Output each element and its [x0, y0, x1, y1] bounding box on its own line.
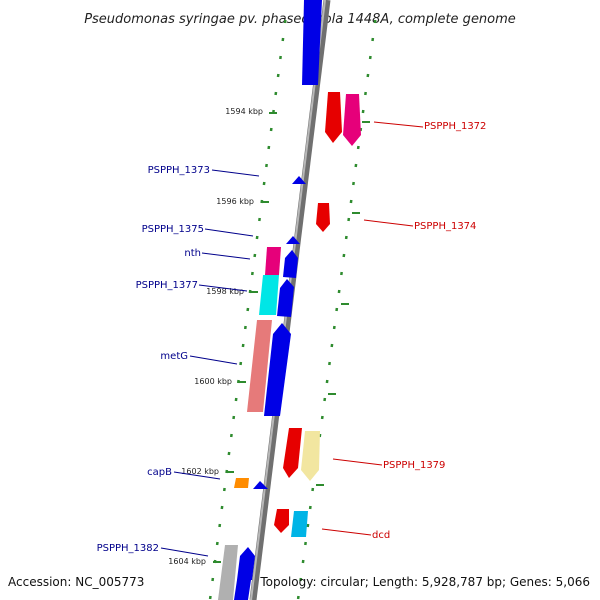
reverse-strand-features: [218, 0, 322, 600]
gene-arrow-blue[interactable]: [277, 279, 294, 317]
gene-arrow-PSPPH_1372b[interactable]: [343, 94, 361, 146]
gene-label-PSPPH_1382[interactable]: PSPPH_1382: [97, 543, 159, 554]
kbp-label: 1600 kbp: [194, 377, 232, 386]
right-leader-lines: [321, 121, 424, 536]
gene-label-nth[interactable]: nth: [184, 248, 201, 259]
gene-block-blue[interactable]: [302, 0, 322, 85]
gene-label-PSPPH_1372[interactable]: PSPPH_1372: [424, 121, 486, 132]
left-leader-lines: [160, 169, 260, 557]
gene-arrow-PSPPH_1375[interactable]: [286, 236, 300, 244]
gene-arrow-PSPPH_1379[interactable]: [301, 431, 320, 481]
tick-dots: [208, 19, 377, 600]
gene-arrow-red[interactable]: [274, 509, 289, 533]
gene-block-nth[interactable]: [265, 247, 281, 275]
gene-label-capB[interactable]: capB: [147, 467, 172, 478]
gene-arrow-PSPPH_1373[interactable]: [292, 176, 306, 184]
gene-arrow-metG[interactable]: [264, 323, 291, 416]
forward-strand-features: [274, 92, 361, 537]
kbp-label: 1596 kbp: [216, 197, 254, 206]
gene-label-PSPPH_1374[interactable]: PSPPH_1374: [414, 221, 476, 232]
gene-label-metG[interactable]: metG: [160, 351, 188, 362]
gene-block-PSPPH_1377[interactable]: [259, 275, 279, 315]
gene-label-PSPPH_1379[interactable]: PSPPH_1379: [383, 460, 445, 471]
kbp-label: 1602 kbp: [181, 467, 219, 476]
gene-arrow-PSPPH_1382[interactable]: [237, 547, 255, 580]
gene-label-dcd[interactable]: dcd: [372, 530, 390, 541]
gene-block-metG[interactable]: [247, 320, 272, 412]
gene-block-PSPPH_1382[interactable]: [218, 545, 238, 600]
gene-arrow-PSPPH_1374[interactable]: [316, 203, 330, 232]
gene-label-PSPPH_1373[interactable]: PSPPH_1373: [148, 165, 210, 176]
gene-arrow-capB[interactable]: [253, 481, 268, 489]
gene-label-PSPPH_1377[interactable]: PSPPH_1377: [136, 280, 198, 291]
kbp-label: 1604 kbp: [168, 557, 206, 566]
gene-arrow-red[interactable]: [283, 428, 302, 478]
gene-block-capB[interactable]: [234, 478, 249, 488]
accession-label: Accession: NC_005773: [8, 575, 144, 589]
gene-block-dcd[interactable]: [291, 511, 308, 537]
topology-label: Topology: circular; Length: 5,928,787 bp…: [259, 575, 590, 589]
gene-arrow-PSPPH_1372[interactable]: [325, 92, 342, 143]
kbp-label: 1598 kbp: [206, 287, 244, 296]
kbp-label: 1594 kbp: [225, 107, 263, 116]
gene-label-PSPPH_1375[interactable]: PSPPH_1375: [142, 224, 204, 235]
map-title: Pseudomonas syringae pv. phaseolicola 14…: [84, 12, 516, 27]
gene-arrow-blue[interactable]: [234, 571, 251, 600]
gene-arrow-blue[interactable]: [283, 250, 298, 278]
kbp-ticks: [213, 112, 370, 563]
